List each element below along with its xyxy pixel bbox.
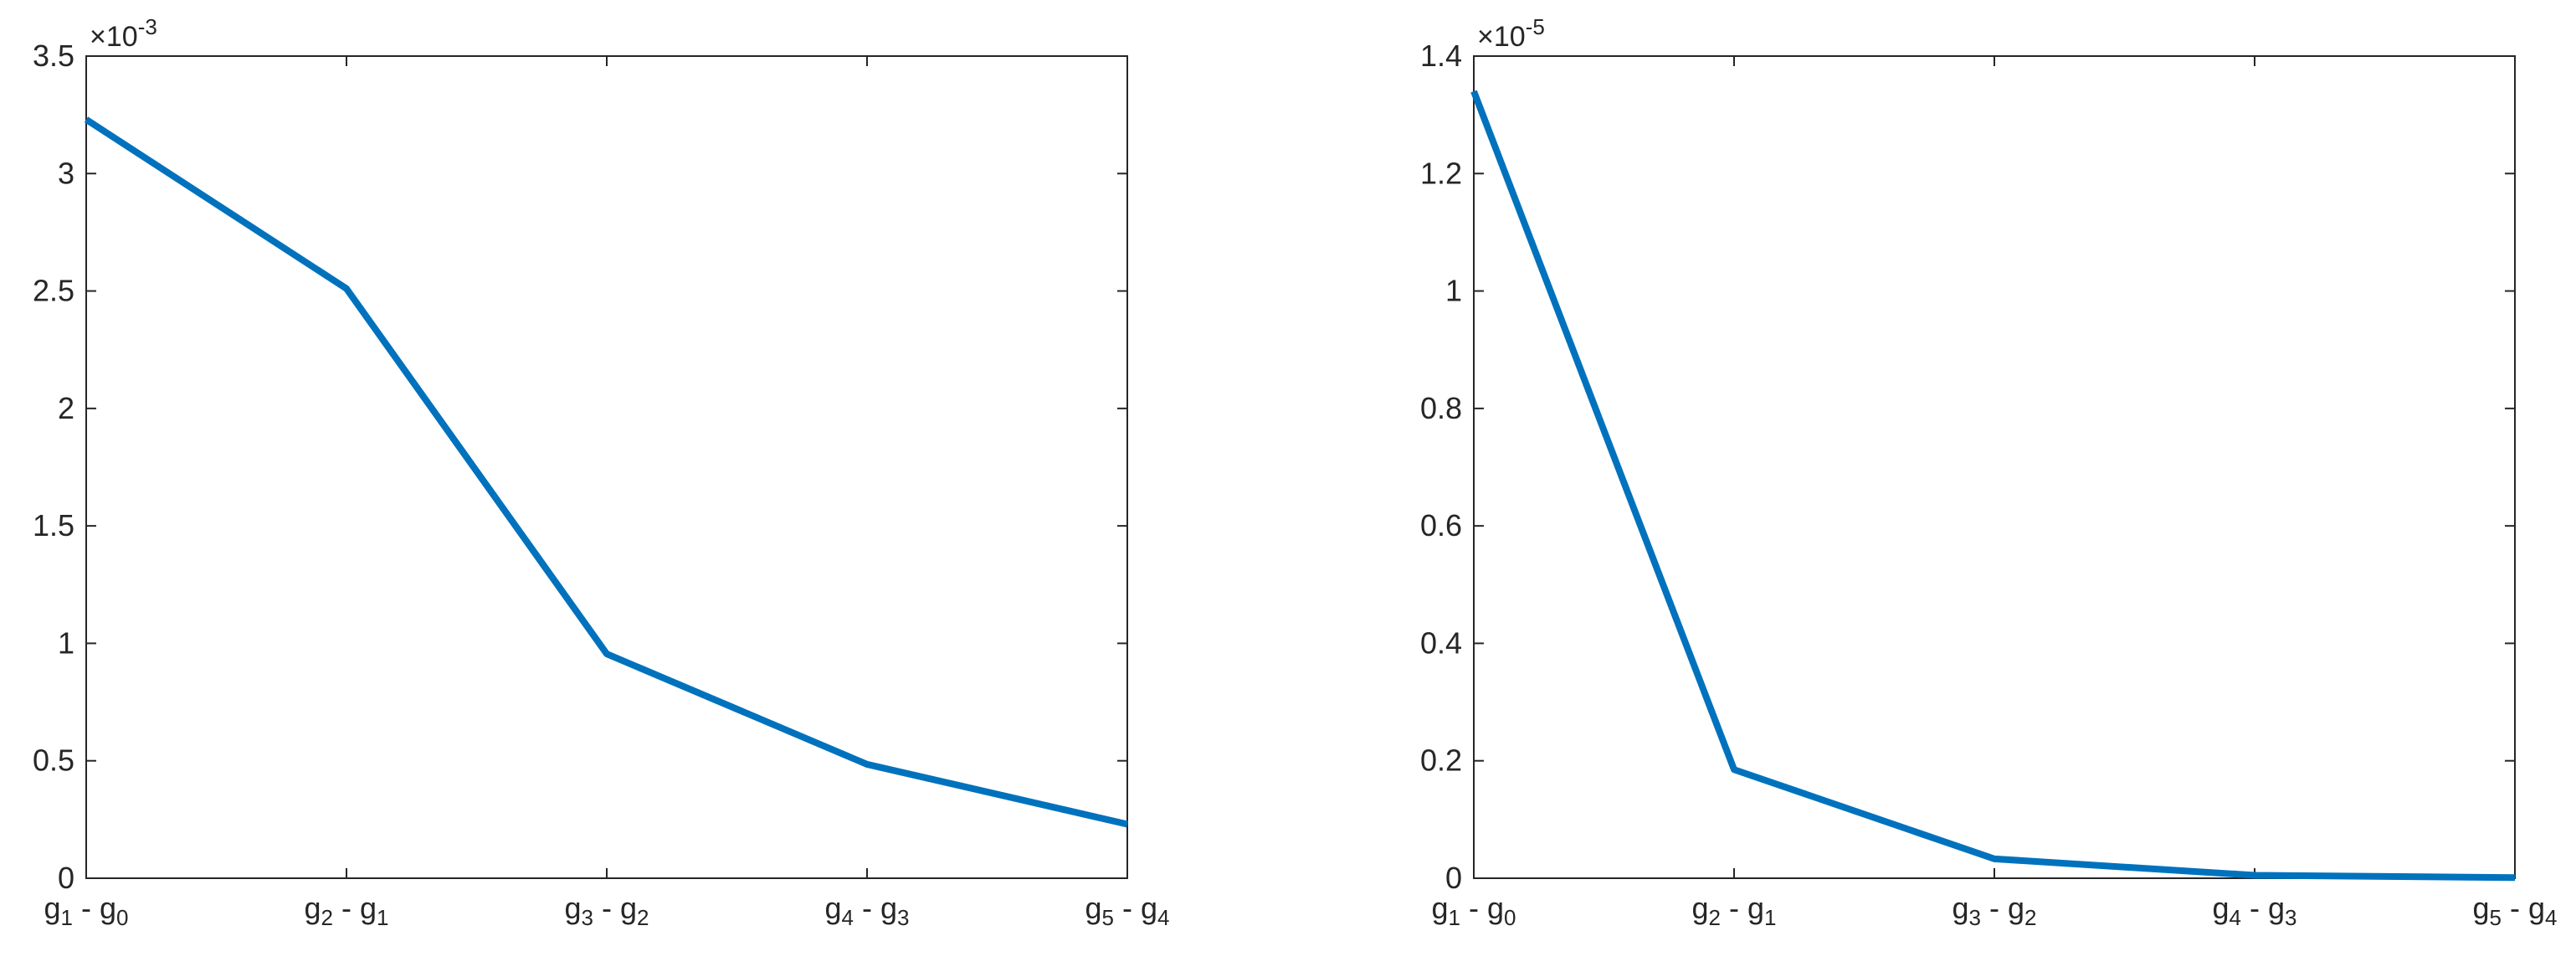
y-tick-label: 3 xyxy=(58,156,74,190)
y-tick-label: 0.2 xyxy=(1420,743,1462,778)
series-line xyxy=(1470,90,2516,882)
x-tick-label: g2 - g1 xyxy=(1692,891,1777,930)
y-tick-label: 0.5 xyxy=(33,743,74,778)
y-tick-label: 0.6 xyxy=(1420,508,1462,543)
x-tick-label: g5 - g4 xyxy=(2473,891,2558,930)
data-point xyxy=(83,116,90,123)
data-point xyxy=(343,285,350,292)
y-tick-label: 0 xyxy=(1445,861,1462,895)
chart-panel-1: 0 0.5 1 1.5 2 2.5 3 3.5 g1 - g0 g2 - g1 g3 - g2 g4 … xyxy=(33,14,1170,930)
data-point xyxy=(1470,88,1477,95)
axes-box xyxy=(85,55,1128,879)
y-tick-label: 0 xyxy=(58,861,74,895)
y-exponent-label: ×10-3 xyxy=(90,14,157,53)
y-tick-label: 0.4 xyxy=(1420,625,1462,660)
series-line xyxy=(84,116,1128,828)
data-point xyxy=(2251,872,2258,878)
y-tick-label: 3.5 xyxy=(33,39,74,73)
data-point xyxy=(603,651,610,657)
data-point xyxy=(1124,820,1131,827)
y-tick-label: 2.5 xyxy=(33,274,74,308)
x-tick-label: g1 - g0 xyxy=(1432,891,1516,930)
y-exponent-label: ×10-5 xyxy=(1477,14,1545,53)
axes-box xyxy=(1473,55,2516,879)
x-tick-label: g5 - g4 xyxy=(1085,891,1170,930)
y-tick-label: 1.2 xyxy=(1420,156,1462,190)
y-tick-label: 1 xyxy=(1445,274,1462,308)
x-tick-label: g2 - g1 xyxy=(305,891,389,930)
x-tick-label: g1 - g0 xyxy=(44,891,129,930)
x-tick-label: g4 - g3 xyxy=(2213,891,2297,930)
x-tick-label: g3 - g2 xyxy=(1953,891,2037,930)
y-tick-label: 0.8 xyxy=(1420,391,1462,425)
data-point xyxy=(1731,766,1737,773)
data-point xyxy=(1991,856,1998,862)
y-tick-label: 2 xyxy=(58,391,74,425)
y-tick-label: 1.4 xyxy=(1420,39,1462,73)
y-tick-label: 1 xyxy=(58,625,74,660)
x-tick-label: g3 - g2 xyxy=(565,891,649,930)
y-tick-label: 1.5 xyxy=(33,508,74,543)
x-tick-label: g4 - g3 xyxy=(825,891,910,930)
chart-panel-2: 0 0.2 0.4 0.6 0.8 1 1.2 1.4 g1 - g0 g2 - g1 g3 - g… xyxy=(1420,14,2558,930)
data-point xyxy=(864,761,870,768)
data-point xyxy=(2512,874,2518,881)
